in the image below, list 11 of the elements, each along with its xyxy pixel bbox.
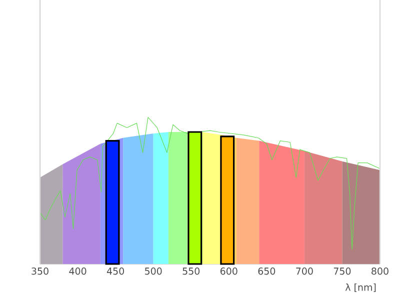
x-tick-label: 750 — [334, 268, 351, 275]
x-axis-title: λ [nm] — [345, 284, 376, 292]
x-tick-label: 700 — [296, 268, 313, 275]
x-tick-label: 450 — [106, 268, 124, 275]
x-tick-label: 800 — [372, 268, 388, 275]
x-tick-label: 500 — [145, 268, 162, 275]
x-tick-label: 350 — [32, 268, 48, 275]
x-tick-label: 600 — [220, 268, 238, 275]
x-tick-label: 650 — [258, 268, 276, 275]
x-tick-label: 400 — [69, 268, 86, 275]
x-tick-label: 550 — [182, 268, 200, 275]
